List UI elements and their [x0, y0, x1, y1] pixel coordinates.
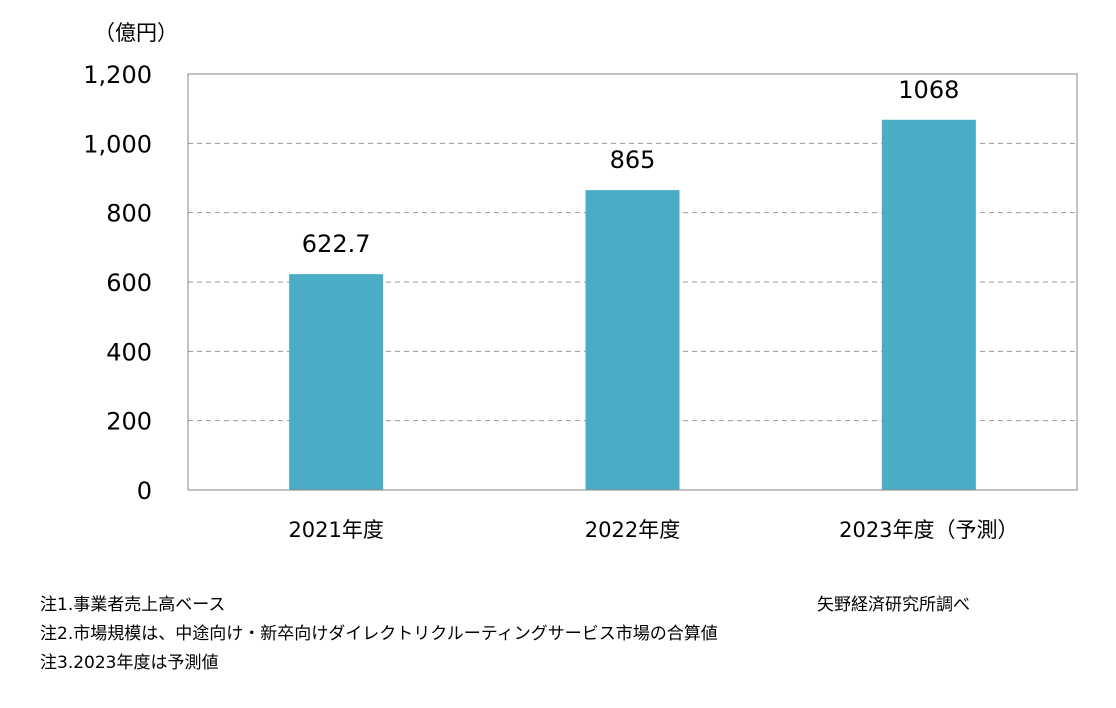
data-label: 622.7 [302, 230, 371, 258]
y-tick-label: 800 [106, 200, 152, 228]
plot-area-frame [187, 73, 1078, 491]
x-axis-ticks: 2021年度 2022年度 2023年度（予測） [288, 518, 1018, 542]
source-credit: 矢野経済研究所調べ [817, 595, 970, 615]
bar-series [289, 119, 976, 490]
x-tick-label: 2021年度 [288, 518, 383, 542]
y-tick-label: 200 [106, 408, 152, 436]
bar [881, 119, 976, 490]
data-label: 865 [610, 146, 656, 174]
bar [585, 190, 680, 490]
data-label: 1068 [898, 76, 959, 104]
y-axis-ticks: 0 200 400 600 800 1,000 1,200 [83, 61, 152, 505]
x-tick-label: 2023年度（予測） [839, 518, 1018, 542]
notes: 注1.事業者売上高ベース 注2.市場規模は、中途向け・新卒向けダイレクトリクルー… [40, 591, 718, 678]
note-1: 注1.事業者売上高ベース [40, 595, 226, 615]
note-2: 注2.市場規模は、中途向け・新卒向けダイレクトリクルーティングサービス市場の合算… [40, 624, 718, 644]
y-axis-unit-label: （億円） [94, 21, 178, 45]
note-3: 注3.2023年度は予測値 [40, 653, 219, 673]
bar-chart: （億円） 0 200 400 600 800 1,000 1,200 2021年度 2022年… [83, 21, 1078, 542]
data-labels: 622.7 865 1068 [302, 76, 960, 258]
y-tick-label: 1,200 [83, 61, 152, 89]
y-tick-label: 1,000 [83, 130, 152, 158]
y-tick-label: 600 [106, 269, 152, 297]
x-tick-label: 2022年度 [585, 518, 680, 542]
y-tick-label: 400 [106, 338, 152, 366]
y-tick-label: 0 [137, 477, 152, 505]
bar [289, 274, 384, 490]
